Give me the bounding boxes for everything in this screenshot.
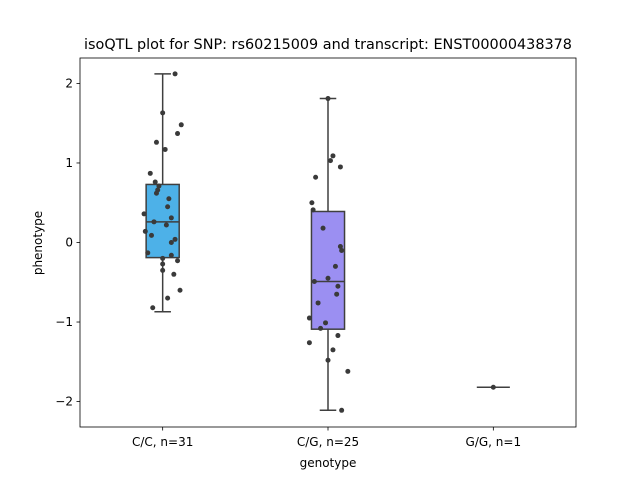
x-axis: C/C, n=31 C/G, n=25 G/G, n=1 bbox=[132, 427, 521, 449]
group-2-data-point bbox=[330, 347, 336, 353]
y-tick-label: −2 bbox=[55, 395, 73, 409]
group-1-data-point bbox=[168, 240, 174, 245]
group-2-data-point bbox=[325, 275, 331, 281]
group-2-data-point bbox=[339, 247, 345, 253]
group-2-data-point bbox=[337, 243, 343, 249]
group-2-data-point bbox=[309, 200, 315, 206]
group-1-data-point bbox=[153, 190, 159, 196]
group-2-data-point bbox=[313, 174, 319, 180]
chart-title: isoQTL plot for SNP: rs60215009 and tran… bbox=[84, 37, 572, 53]
y-tick-label: 1 bbox=[65, 156, 73, 170]
group-1-box bbox=[145, 183, 180, 259]
group-1-data-point bbox=[160, 110, 166, 116]
group-1-data-point bbox=[145, 250, 151, 256]
group-1-data-point bbox=[152, 179, 158, 185]
y-tick-label: 0 bbox=[65, 236, 73, 250]
group-1-data-point bbox=[160, 267, 166, 273]
group-3-data-point bbox=[490, 384, 496, 390]
group-1-data-point bbox=[142, 228, 148, 234]
x-tick-label: G/G, n=1 bbox=[466, 435, 522, 449]
group-2-data-point bbox=[332, 263, 338, 269]
x-tick-label: C/G, n=25 bbox=[297, 435, 359, 449]
group-1-data-point bbox=[151, 219, 157, 225]
x-tick-label: C/C, n=31 bbox=[132, 435, 193, 449]
group-2-data-point bbox=[327, 158, 333, 164]
group-1-data-point bbox=[166, 196, 172, 202]
y-axis: −2 −1 0 1 2 bbox=[55, 76, 80, 409]
group-2-data-point bbox=[334, 291, 340, 297]
group-2-data-point bbox=[310, 207, 316, 213]
group-1-data-point bbox=[165, 204, 171, 210]
group-1-data-point bbox=[177, 287, 183, 293]
group-2-data-point bbox=[335, 333, 341, 339]
group-2-box bbox=[310, 210, 346, 330]
group-2-data-point bbox=[337, 164, 343, 170]
group-2-data-point bbox=[325, 96, 331, 102]
group-1-data-point bbox=[168, 252, 174, 258]
group-1-data-point bbox=[160, 255, 166, 261]
group-1-data-point bbox=[172, 236, 178, 242]
group-2-data-point bbox=[306, 340, 312, 346]
group-2-data-point bbox=[306, 315, 312, 321]
group-2-data-point bbox=[330, 153, 336, 159]
group-1-data-point bbox=[153, 139, 159, 145]
y-tick-label: 2 bbox=[65, 76, 73, 90]
group-1-data-point bbox=[175, 131, 181, 137]
group-1-data-point bbox=[150, 305, 156, 311]
group-1-data-point bbox=[163, 222, 169, 228]
group-2-data-point bbox=[339, 407, 345, 413]
group-2-data-point bbox=[345, 368, 351, 374]
group-2-data-point bbox=[315, 300, 321, 306]
x-axis-label: genotype bbox=[300, 456, 357, 470]
group-2-data-point bbox=[323, 320, 329, 326]
group-1-data-point bbox=[162, 146, 168, 152]
group-1-data-point bbox=[178, 122, 184, 128]
group-1-data-point bbox=[147, 170, 153, 176]
y-axis-label: phenotype bbox=[31, 211, 45, 275]
group-1-data-point bbox=[168, 215, 174, 221]
group-1-data-point bbox=[171, 271, 177, 277]
group-2-data-point bbox=[318, 325, 324, 331]
group-1-data-point bbox=[149, 232, 155, 238]
group-1-data-point bbox=[156, 183, 162, 189]
group-2-data-point bbox=[325, 357, 331, 363]
group-2-data-point bbox=[335, 283, 341, 289]
group-2-data-point bbox=[311, 278, 317, 284]
group-1-data-point bbox=[160, 261, 166, 267]
group-2-data-point bbox=[320, 225, 326, 231]
y-tick-label: −1 bbox=[55, 315, 73, 329]
group-1-data-point bbox=[175, 258, 181, 264]
group-1-data-point bbox=[141, 211, 147, 217]
group-1-data-point bbox=[165, 295, 171, 301]
group-1-data-point bbox=[172, 71, 178, 77]
plot-area bbox=[141, 71, 510, 413]
